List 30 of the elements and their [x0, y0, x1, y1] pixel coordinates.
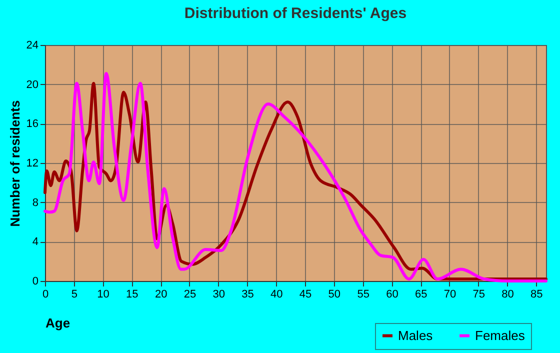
x-tick-label: 5 — [71, 288, 78, 300]
x-tick-label: 65 — [414, 288, 428, 300]
x-tick-label: 40 — [270, 288, 283, 300]
x-tick-label: 35 — [242, 288, 254, 300]
x-tick-label: 45 — [299, 288, 312, 300]
x-tick-label: 80 — [502, 288, 514, 300]
y-tick-label: 4 — [32, 236, 38, 248]
y-tick-label: 24 — [26, 40, 38, 52]
x-tick-label: 55 — [357, 288, 370, 300]
y-tick-label: 0 — [32, 276, 38, 288]
x-tick-label: 60 — [386, 288, 398, 300]
legend-label: Males — [398, 328, 434, 343]
x-tick-label: 15 — [126, 288, 138, 300]
x-tick-label: 50 — [328, 288, 341, 300]
y-tick-label: 20 — [26, 78, 38, 91]
x-tick-label: 85 — [530, 288, 543, 300]
chart-title: Distribution of Residents' Ages — [184, 5, 407, 22]
x-tick-label: 30 — [212, 288, 225, 300]
x-tick-label: 10 — [97, 288, 110, 300]
x-axis-title: Age — [46, 316, 70, 330]
y-axis-title: Number of residents — [7, 100, 22, 227]
x-tick-label: 70 — [444, 288, 456, 300]
x-tick-label: 20 — [154, 288, 168, 300]
y-tick-label: 16 — [26, 118, 38, 130]
y-tick-label: 12 — [26, 158, 38, 170]
x-tick-label: 25 — [184, 288, 196, 300]
y-tick-label: 8 — [32, 196, 38, 209]
x-tick-label: 0 — [42, 288, 49, 300]
legend-label: Females — [475, 328, 526, 343]
x-tick-label: 75 — [472, 288, 486, 300]
